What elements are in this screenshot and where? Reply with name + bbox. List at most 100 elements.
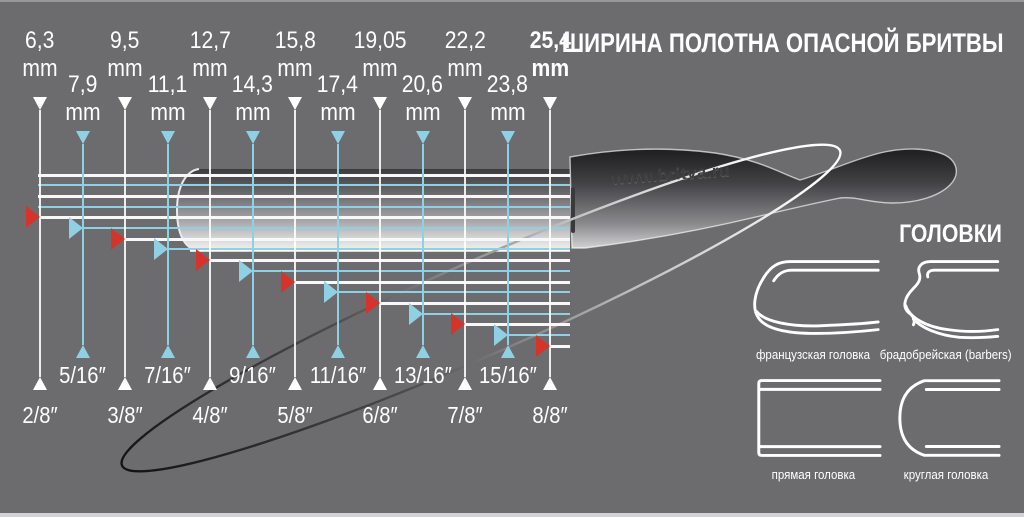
width-line: [422, 312, 570, 315]
razor-blade: [177, 169, 570, 251]
round-head-icon: [891, 372, 1001, 464]
top-edge-strip: [0, 0, 1024, 2]
reference-line: [38, 194, 570, 198]
heads-section: французская головка брадобрейская (barbe…: [742, 252, 1012, 482]
width-marker-half: [238, 259, 253, 282]
up-arrow-icon: [330, 345, 345, 358]
inch-label: 6/8″: [362, 402, 398, 428]
mm-label: 15,8: [274, 27, 316, 54]
bottom-edge-strip: [0, 513, 1024, 517]
up-arrow-icon: [75, 345, 90, 358]
mm-unit-label: mm: [277, 55, 313, 82]
width-marker-main: [196, 249, 210, 272]
mm-label: 7,9: [67, 71, 98, 98]
inch-label: 11/16″: [309, 362, 366, 388]
head-item-round: круглая головка: [884, 372, 1008, 482]
inch-label: 3/8″: [107, 402, 143, 428]
inch-label: 9/16″: [229, 362, 276, 388]
up-arrow-icon: [458, 377, 472, 390]
down-arrow-icon: [160, 131, 175, 144]
width-marker-main: [111, 227, 125, 250]
width-marker-main: [536, 334, 550, 357]
vertical-guide-main: [464, 110, 466, 377]
up-arrow-icon: [160, 345, 175, 358]
down-arrow-icon: [373, 97, 387, 110]
width-marker-main: [451, 313, 465, 336]
mm-unit-label: mm: [234, 99, 271, 126]
razor-handle-outline: [120, 143, 842, 473]
mm-unit-label: mm: [107, 55, 143, 82]
inch-label: 15/16″: [478, 362, 537, 388]
heads-title: ГОЛОВКИ: [899, 220, 1002, 248]
straight-head-icon: [744, 372, 882, 464]
mm-unit-label: mm: [531, 55, 569, 82]
width-line: [295, 280, 570, 284]
down-arrow-icon: [245, 131, 260, 144]
mm-unit-label: mm: [64, 99, 101, 126]
inch-label: 13/16″: [393, 362, 452, 388]
width-line: [167, 248, 570, 251]
mm-unit-label: mm: [192, 55, 228, 82]
up-arrow-icon: [415, 345, 430, 358]
head-item-barbers: брадобрейская (barbers): [880, 252, 1012, 362]
up-arrow-icon: [373, 377, 387, 390]
up-arrow-icon: [500, 345, 515, 358]
vertical-guide-main: [379, 110, 381, 377]
width-line: [40, 216, 570, 220]
width-marker-half: [68, 217, 83, 239]
page-title: ШИРИНА ПОЛОТНА ОПАСНОЙ БРИТВЫ: [562, 28, 1004, 58]
width-line: [252, 269, 570, 272]
mm-label: 22,2: [444, 27, 486, 54]
mm-label: 11,1: [147, 71, 188, 98]
french-head-icon: [744, 252, 882, 344]
vertical-guide-half: [251, 144, 254, 345]
reference-line: [38, 205, 570, 208]
width-marker-half: [408, 302, 423, 325]
width-marker-half: [153, 238, 168, 261]
vertical-guide-half: [336, 144, 339, 345]
up-arrow-icon: [33, 377, 47, 390]
mm-unit-label: mm: [149, 99, 186, 126]
vertical-guide-main: [124, 110, 126, 377]
razor-tang: [569, 148, 957, 249]
head-label: французская головка: [755, 348, 871, 362]
up-arrow-icon: [288, 377, 302, 390]
head-item-straight: прямая головка: [742, 372, 884, 482]
width-line: [337, 291, 570, 294]
razor-shoulder: [571, 187, 575, 233]
width-marker-main: [26, 206, 40, 229]
inch-label: 5/16″: [59, 362, 106, 388]
vertical-guide-half: [166, 144, 169, 345]
inch-label: 7/8″: [447, 402, 483, 428]
down-arrow-icon: [543, 97, 557, 110]
width-marker-main: [366, 291, 380, 314]
inch-label: 5/8″: [277, 402, 313, 428]
up-arrow-icon: [543, 377, 557, 390]
down-arrow-icon: [75, 131, 90, 144]
vertical-guide-main: [39, 110, 41, 377]
mm-unit-label: mm: [362, 55, 398, 82]
mm-label: 20,6: [401, 71, 444, 98]
mm-unit-label: mm: [319, 99, 356, 126]
inch-label: 4/8″: [192, 402, 228, 428]
reference-line: [38, 184, 570, 187]
mm-label: 12,7: [189, 27, 231, 54]
down-arrow-icon: [288, 97, 302, 110]
vertical-guide-half: [81, 144, 84, 345]
mm-label: 25,4: [529, 27, 571, 54]
down-arrow-icon: [118, 97, 132, 110]
width-line: [125, 237, 570, 241]
inch-label: 2/8″: [22, 402, 58, 428]
width-line: [380, 301, 570, 305]
down-arrow-icon: [330, 131, 345, 144]
up-arrow-icon: [245, 345, 260, 358]
inch-label: 7/16″: [144, 362, 191, 388]
vertical-guide-main: [294, 110, 296, 377]
mm-unit-label: mm: [22, 55, 58, 82]
width-line: [550, 344, 570, 348]
width-line: [210, 259, 570, 263]
mm-label: 23,8: [486, 71, 529, 98]
